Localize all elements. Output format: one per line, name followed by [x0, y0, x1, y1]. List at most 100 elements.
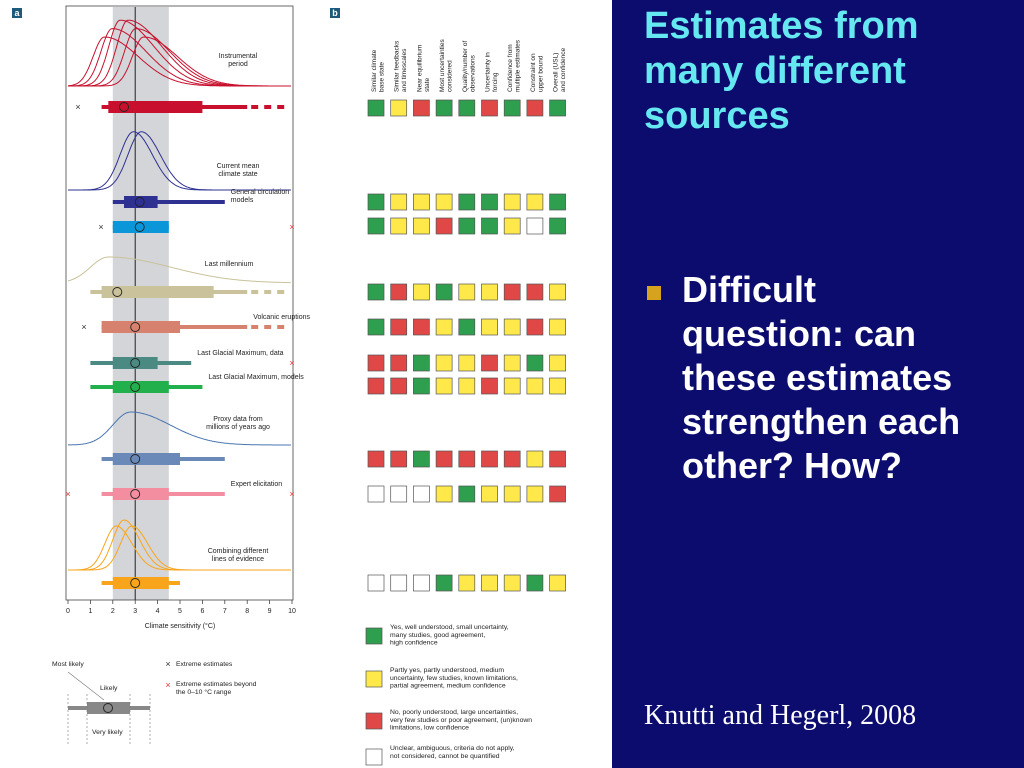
criteria-cell-R [503, 450, 521, 468]
pdf-curve [68, 19, 291, 87]
likely-bar [101, 286, 214, 298]
criteria-cell-Y [413, 193, 430, 211]
legend-swatch [365, 670, 383, 688]
criteria-cell-W [390, 574, 408, 592]
criteria-cell-W [526, 217, 544, 235]
criteria-cell-Y [503, 217, 521, 235]
criteria-cell-R [526, 318, 544, 336]
key-very-likely: Very likely [92, 729, 123, 736]
x-tick-label: 10 [288, 608, 296, 615]
criteria-cell-R [549, 485, 566, 503]
criteria-cell-R [526, 99, 544, 117]
criteria-cell-W [367, 485, 385, 503]
key-most-likely-marker [103, 703, 113, 713]
extreme-marker: × [75, 102, 80, 112]
likely-bar [101, 321, 180, 333]
criteria-cell-Y [435, 354, 453, 372]
slide-title: Estimates from many different sources [644, 5, 919, 137]
row-label: General circulation models [231, 189, 289, 204]
x-tick-label: 2 [111, 608, 115, 615]
criteria-cell-R [435, 450, 453, 468]
criteria-cell-G [549, 217, 566, 235]
criteria-cell-G [458, 99, 476, 117]
pdf-label: Proxy data from millions of years ago [206, 416, 270, 431]
likely-bar [108, 101, 203, 113]
criteria-cell-R [367, 377, 385, 395]
most-likely-marker [119, 102, 129, 112]
climate-sensitivity-chart: a b 0 1 2 3 4 5 6 7 8 9 10 Climate sensitivity (°C) In… [12, 5, 567, 766]
likely-bar [124, 196, 158, 208]
criteria-cell-Y [503, 485, 521, 503]
most-likely-marker [134, 222, 145, 232]
criteria-cell-G [458, 318, 476, 336]
criteria-cell-Y [481, 318, 498, 336]
panel-b-label: b [332, 8, 338, 18]
pdf-curve [68, 28, 291, 87]
criteria-cell-G [526, 574, 544, 592]
criteria-header: Most uncertaintiesconsidered [439, 39, 454, 92]
criteria-cell-G [435, 574, 453, 592]
criteria-cell-G [458, 217, 476, 235]
key-extreme-marker: × [165, 659, 170, 669]
legend-swatch [365, 748, 383, 766]
criteria-cell-Y [390, 99, 408, 117]
criteria-cell-Y [503, 318, 521, 336]
likely-bar [112, 221, 169, 233]
criteria-cell-R [435, 217, 453, 235]
criteria-cell-Y [435, 318, 453, 336]
row-label: Last Glacial Maximum, models [208, 374, 304, 381]
most-likely-marker [130, 382, 141, 392]
criteria-cell-Y [526, 377, 544, 395]
criteria-header: Quality/number ofobservations [462, 41, 477, 92]
criteria-cell-Y [458, 377, 476, 395]
pdf-curve [68, 36, 291, 87]
panel-b-badge [330, 8, 340, 18]
criteria-cell-R [390, 354, 408, 372]
extreme-marker: × [289, 489, 294, 499]
criteria-cell-Y [481, 574, 498, 592]
most-likely-marker [130, 489, 141, 499]
criteria-cell-R [481, 99, 498, 117]
x-tick-label: 8 [245, 608, 249, 615]
criteria-cell-G [413, 377, 430, 395]
criteria-cell-Y [435, 193, 453, 211]
extreme-marker: × [98, 222, 103, 232]
criteria-cell-W [413, 485, 430, 503]
criteria-cell-G [413, 450, 430, 468]
row-label: Volcanic eruptions [253, 314, 310, 321]
criteria-cell-Y [526, 193, 544, 211]
criteria-cell-W [367, 574, 385, 592]
most-likely-marker [112, 287, 123, 297]
slide-text-panel: Estimates from many different sources Di… [612, 0, 1024, 768]
criteria-cell-G [526, 354, 544, 372]
key-likely-bar [87, 702, 130, 714]
panel-a-label: a [14, 8, 20, 18]
likely-bar [112, 357, 158, 369]
criteria-cell-Y [435, 485, 453, 503]
criteria-cell-Y [503, 377, 521, 395]
criteria-cell-Y [503, 193, 521, 211]
criteria-cell-G [458, 193, 476, 211]
x-axis-label: Climate sensitivity (°C) [145, 622, 215, 630]
criteria-cell-W [390, 485, 408, 503]
pdf-curve [68, 411, 291, 446]
pdf-curve [68, 28, 291, 87]
most-likely-marker [130, 578, 141, 588]
criteria-cell-Y [549, 377, 566, 395]
criteria-cell-R [481, 377, 498, 395]
criteria-header: Uncertainty inforcing [485, 52, 500, 92]
criteria-cell-G [549, 193, 566, 211]
criteria-cell-Y [549, 283, 566, 301]
pdf-label: Current mean climate state [217, 163, 260, 178]
criteria-cell-Y [526, 485, 544, 503]
criteria-cell-Y [390, 193, 408, 211]
extreme-marker: × [65, 489, 70, 499]
criteria-cell-R [367, 354, 385, 372]
row-label: Last Glacial Maximum, data [197, 350, 283, 357]
criteria-cell-G [481, 193, 498, 211]
legend-text: No, poorly understood, large uncertainti… [390, 709, 532, 732]
bullet-text: Difficult question: can these estimates … [682, 269, 961, 486]
knutti-hegerl-figure: a b 0 1 2 3 4 5 6 7 8 9 10 Climate sensitivity (°C) In… [12, 5, 568, 766]
x-tick-label: 9 [268, 608, 272, 615]
criteria-cell-G [367, 283, 385, 301]
